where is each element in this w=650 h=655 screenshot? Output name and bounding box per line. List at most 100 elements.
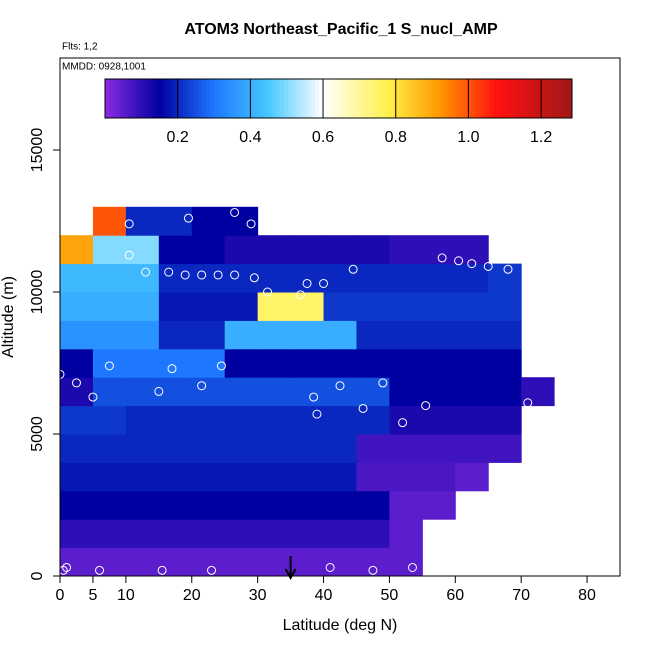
heatmap-cell	[488, 434, 522, 463]
heatmap-cell	[356, 547, 390, 577]
heatmap-cell	[356, 434, 390, 463]
heatmap-cell	[323, 348, 357, 378]
heatmap-cell	[422, 292, 456, 321]
heatmap-cell	[92, 405, 127, 435]
colorbar-swatch	[404, 79, 409, 118]
colorbar-swatch	[256, 79, 262, 118]
colorbar-swatch	[171, 79, 176, 118]
colorbar-swatch	[529, 79, 534, 118]
heatmap-cell	[389, 235, 423, 265]
colorbar-swatch	[221, 79, 227, 118]
colorbar-swatch	[330, 79, 336, 118]
heatmap-cell	[92, 519, 127, 549]
flight-point	[213, 270, 223, 280]
heatmap-cell	[191, 235, 226, 265]
heatmap-cell	[60, 434, 94, 463]
colorbar-swatch	[194, 79, 199, 118]
heatmap-cell	[224, 320, 259, 350]
colorbar-swatch	[431, 79, 437, 118]
colorbar-swatch	[202, 79, 207, 118]
heatmap-cell	[224, 292, 259, 321]
flight-point	[368, 565, 378, 575]
flight-point	[141, 267, 151, 277]
heatmap-cell	[158, 490, 193, 520]
heatmap-cell	[125, 206, 160, 236]
heatmap-cell	[257, 377, 292, 407]
x-tick-label: 50	[381, 587, 399, 604]
colorbar-swatch	[381, 79, 386, 118]
colorbar-swatch	[128, 79, 133, 118]
colorbar-swatch	[392, 79, 398, 118]
heatmap-cell	[323, 519, 357, 549]
colorbar-swatch	[303, 79, 308, 118]
colorbar-swatch	[373, 79, 378, 118]
heatmap-cell	[257, 490, 292, 520]
heatmap-cell	[257, 292, 292, 321]
colorbar-swatch	[108, 79, 114, 118]
y-tick-label: 15000	[29, 128, 46, 173]
colorbar-swatch	[396, 79, 402, 118]
heatmap-cell	[257, 462, 292, 492]
heatmap-cell	[356, 490, 390, 520]
x-tick-label: 40	[315, 587, 333, 604]
heatmap-cell	[158, 206, 193, 236]
heatmap-cell	[257, 320, 292, 350]
heatmap-cell	[323, 490, 357, 520]
flight-point	[378, 378, 388, 388]
x-tick-label: 20	[183, 587, 201, 604]
colorbar-swatch	[136, 79, 141, 118]
heatmap-cell	[125, 292, 160, 321]
heatmap-cell	[422, 235, 456, 265]
heatmap-cell	[389, 547, 423, 577]
heatmap-cell	[191, 263, 226, 293]
colorbar-swatch	[287, 79, 293, 118]
flight-point	[88, 392, 98, 402]
flight-point	[124, 219, 134, 229]
heatmap-cell	[257, 263, 292, 293]
flight-point	[319, 278, 329, 288]
flight-point	[71, 378, 81, 388]
colorbar-swatch	[120, 79, 125, 118]
colorbar-swatch	[252, 79, 258, 118]
heatmap-cell	[191, 434, 226, 463]
heatmap-cell	[290, 519, 325, 549]
flight-point	[164, 267, 174, 277]
heatmap-cell	[389, 320, 423, 350]
heatmap-cell	[125, 377, 160, 407]
heatmap-cell	[488, 263, 522, 293]
heatmap-cell	[356, 348, 390, 378]
colorbar-swatch	[140, 79, 145, 118]
flight-point	[483, 261, 493, 271]
colorbar-swatch	[198, 79, 203, 118]
heatmap-cell	[191, 292, 226, 321]
colorbar-swatch	[272, 79, 277, 118]
colorbar-swatch	[217, 79, 223, 118]
colorbar-swatch	[470, 79, 476, 118]
colorbar-swatch	[326, 79, 332, 118]
heatmap-cell	[92, 235, 127, 265]
colorbar-swatch	[548, 79, 553, 118]
heatmap-cell	[224, 206, 259, 236]
colorbar-swatch	[494, 79, 499, 118]
x-tick-label: 70	[512, 587, 530, 604]
flight-point	[358, 403, 368, 413]
heatmap-cell	[422, 462, 456, 492]
colorbar-tick-label: 1.0	[457, 129, 479, 146]
heatmap-cell	[488, 405, 522, 435]
heatmap-cell	[323, 235, 357, 265]
colorbar-swatch	[482, 79, 487, 118]
heatmap-cell	[323, 547, 357, 577]
colorbar-swatch	[311, 79, 316, 118]
heatmap-cell	[224, 348, 259, 378]
heatmap-cell	[92, 320, 127, 350]
colorbar-swatch	[225, 79, 230, 118]
colorbar-swatch	[350, 79, 355, 118]
heatmap-cell	[356, 462, 390, 492]
colorbar-swatch	[455, 79, 460, 118]
colorbar-swatch	[178, 79, 184, 118]
heatmap-cell	[60, 235, 94, 265]
flight-point	[467, 259, 477, 269]
colorbar-swatch	[505, 79, 511, 118]
flight-point	[309, 392, 319, 402]
heatmap-cell	[125, 519, 160, 549]
